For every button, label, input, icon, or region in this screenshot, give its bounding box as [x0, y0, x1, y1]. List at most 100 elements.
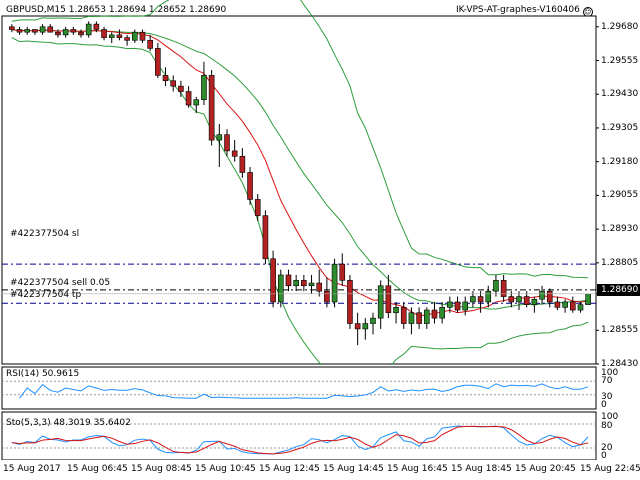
- time-tick-label: 15 Aug 14:45: [323, 464, 384, 474]
- candle-body: [324, 290, 330, 303]
- candle-body: [270, 258, 276, 303]
- candle-body: [139, 31, 146, 41]
- sell-label: #422377504 sell 0.05: [10, 278, 111, 288]
- sl-label: #422377504 sl: [10, 229, 80, 239]
- stoch-label: Sto(5,3,3) 48.3019 35.6402: [6, 418, 131, 428]
- candle-body: [408, 312, 415, 324]
- candle-body: [285, 274, 292, 287]
- candle-body: [316, 282, 323, 292]
- candle-body: [423, 309, 430, 324]
- time-tick-label: 15 Aug 16:45: [387, 464, 448, 474]
- price-tick-label: 1.28555: [601, 325, 639, 336]
- tp-label: #422377504 tp: [10, 290, 82, 300]
- candle-body: [47, 26, 54, 33]
- time-tick-label: 15 Aug 18:45: [451, 464, 512, 474]
- stoch-tick-label: 80: [601, 421, 613, 431]
- main-price-panel[interactable]: [0, 0, 640, 365]
- candle-body: [470, 296, 476, 303]
- candle-body: [262, 215, 269, 260]
- candle-body: [147, 39, 153, 49]
- rsi-tick-label: 0: [601, 400, 607, 410]
- candle-body: [331, 263, 338, 303]
- candle-body: [539, 290, 545, 300]
- time-tick-label: 15 Aug 06:45: [67, 464, 128, 474]
- symbol-info: GBPUSD,M15 1.28653 1.28694 1.28652 1.286…: [6, 5, 227, 15]
- candle-body: [546, 290, 553, 303]
- rsi-panel[interactable]: [0, 365, 640, 410]
- stoch-tick-label: 20: [601, 443, 613, 453]
- candle-body: [354, 323, 361, 330]
- candle-body: [124, 37, 130, 41]
- candle-body: [562, 301, 568, 308]
- ea-name: IK-VPS-AT-graphes-V160406: [456, 5, 580, 15]
- candle-body: [155, 48, 161, 76]
- stoch-tick-label: 100: [601, 412, 619, 422]
- current-price-tag: 1.28690: [597, 284, 640, 296]
- rsi-tick-label: 70: [601, 376, 613, 386]
- candle-body: [16, 29, 23, 33]
- stoch-panel[interactable]: [0, 410, 640, 460]
- time-tick-label: 15 Aug 2017: [3, 464, 61, 474]
- candle-body: [416, 312, 422, 324]
- candle-body: [247, 172, 253, 200]
- price-tick-label: 1.29555: [601, 55, 639, 66]
- candle-body: [347, 280, 353, 324]
- candle-body: [485, 290, 492, 303]
- moving-average-line: [11, 28, 589, 317]
- candle-body: [362, 323, 369, 330]
- candle-body: [400, 307, 407, 324]
- main-plot-frame: [1, 15, 597, 365]
- time-tick-label: 15 Aug 12:45: [259, 464, 320, 474]
- price-tick-label: 1.29680: [601, 21, 639, 32]
- candle-body: [55, 31, 61, 36]
- stoch-tick-label: 0: [601, 451, 607, 461]
- candle-body: [224, 134, 230, 152]
- candle-body: [178, 85, 184, 92]
- price-tick-label: 1.28430: [601, 359, 639, 369]
- price-tick-label: 1.28805: [601, 257, 639, 268]
- candle-body: [108, 34, 115, 38]
- candle-body: [493, 280, 499, 292]
- candle-body: [9, 26, 15, 30]
- rsi-tick-label: 30: [601, 392, 613, 402]
- upper-band-line: [11, 0, 589, 279]
- rsi-chart-svg[interactable]: [0, 365, 640, 410]
- stoch-signal-line: [11, 425, 589, 455]
- candle-body: [293, 280, 299, 287]
- candle-body: [70, 29, 77, 33]
- price-tick-label: 1.29430: [601, 89, 639, 100]
- candle-body: [216, 134, 223, 141]
- candle-body: [170, 80, 177, 87]
- candle-body: [585, 293, 591, 305]
- time-tick-label: 15 Aug 20:45: [515, 464, 576, 474]
- time-tick-label: 15 Aug 08:45: [131, 464, 192, 474]
- rsi-line: [19, 383, 589, 399]
- candle-body: [393, 307, 399, 314]
- candle-body: [477, 296, 484, 303]
- candle-body: [32, 29, 38, 33]
- main-chart-svg[interactable]: [0, 0, 640, 365]
- candle-body: [116, 34, 123, 38]
- candle-body: [447, 301, 453, 308]
- candle-body: [377, 285, 384, 319]
- rsi-frame: [1, 366, 597, 410]
- candle-body: [500, 280, 507, 297]
- rsi-label: RSI(14) 50.9615: [6, 369, 80, 379]
- candle-body: [85, 23, 92, 36]
- time-tick-label: 15 Aug 10:45: [195, 464, 256, 474]
- candle-body: [516, 296, 522, 303]
- stoch-chart-svg[interactable]: [0, 410, 640, 460]
- price-tick-label: 1.28930: [601, 224, 639, 235]
- candle-body: [239, 155, 246, 173]
- candle-body: [431, 309, 438, 319]
- candle-body: [569, 301, 576, 311]
- candle-body: [385, 285, 392, 314]
- candle-body: [62, 29, 69, 36]
- time-tick-label: 15 Aug 22:45: [580, 464, 640, 474]
- price-tick-label: 1.29180: [601, 156, 639, 167]
- candle-body: [93, 23, 100, 30]
- candle-body: [201, 75, 207, 100]
- lower-band-line: [11, 37, 589, 365]
- candle-body: [439, 307, 445, 319]
- candle-body: [508, 296, 515, 303]
